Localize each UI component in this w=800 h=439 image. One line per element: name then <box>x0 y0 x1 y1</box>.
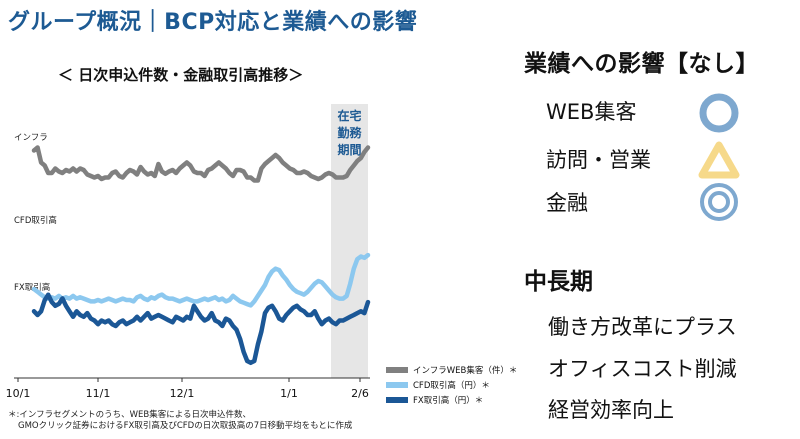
legend-item-fx: FX取引高（円）＊ <box>386 392 517 407</box>
mid-term-item-3: 経営効率向上 <box>548 398 674 422</box>
chart-title: ＜ 日次申込件数・金融取引高推移＞ <box>58 66 304 84</box>
mid-term-item-2: オフィスコスト削減 <box>548 357 737 381</box>
series-axis-label-0: インフラ <box>14 133 48 143</box>
impact-title: 業績への影響【なし】 <box>524 51 759 77</box>
legend-swatch-fx <box>386 396 408 403</box>
double-circle-icon <box>700 183 738 221</box>
impact-item-visit: 訪問・営業 <box>546 148 651 172</box>
x-tick-label-0: 10/1 <box>6 387 31 400</box>
x-tick-label-4: 2/6 <box>351 387 369 400</box>
impact-panel: 業績への影響【なし】 WEB集客 訪問・営業 金融 中長期 働き方改革にプラス … <box>520 0 800 439</box>
shaded-period-label-1: 勤務 <box>337 125 362 140</box>
series-axis-label-2: FX取引高 <box>14 282 50 293</box>
legend-item-cfd: CFD取引高（円）＊ <box>386 377 517 392</box>
page-title: グループ概況｜BCP対応と業績への影響 <box>8 10 418 35</box>
legend-swatch-cfd <box>386 381 408 388</box>
legend-label-infra: インフラWEB集客（件）＊ <box>413 365 518 376</box>
series-line-0 <box>31 145 371 183</box>
chart-legend: インフラWEB集客（件）＊ CFD取引高（円）＊ FX取引高（円）＊ <box>386 362 517 407</box>
circle-icon <box>699 93 739 133</box>
footnote-line-2: GMOクリック証券におけるFX取引高及びCFDの日次取扱高の7日移動平均をもとに… <box>18 421 353 431</box>
x-tick-label-3: 1/1 <box>280 387 298 400</box>
impact-item-finance: 金融 <box>546 191 588 215</box>
footnote: ＊:インフラセグメントのうち、WEB集客による日次申込件数、 GMOクリック証券… <box>8 410 352 432</box>
legend-swatch-infra <box>386 366 408 373</box>
series-line-1 <box>31 252 371 308</box>
series-axis-label-1: CFD取引高 <box>14 215 57 226</box>
mid-term-item-1: 働き方改革にプラス <box>548 315 737 339</box>
series-line-2 <box>31 292 371 366</box>
legend-label-fx: FX取引高（円）＊ <box>413 395 484 406</box>
shaded-period <box>331 104 368 378</box>
triangle-icon <box>698 141 740 179</box>
x-tick-label-1: 11/1 <box>86 387 111 400</box>
legend-item-infra: インフラWEB集客（件）＊ <box>386 362 517 377</box>
footnote-line-1: ＊:インフラセグメントのうち、WEB集客による日次申込件数、 <box>8 410 251 420</box>
legend-label-cfd: CFD取引高（円）＊ <box>413 380 490 391</box>
impact-item-web: WEB集客 <box>546 100 637 124</box>
mid-term-title: 中長期 <box>524 269 593 295</box>
x-tick-label-2: 12/1 <box>170 387 195 400</box>
shaded-period-label-2: 期間 <box>337 142 361 157</box>
shaded-period-label-0: 在宅 <box>337 108 361 123</box>
